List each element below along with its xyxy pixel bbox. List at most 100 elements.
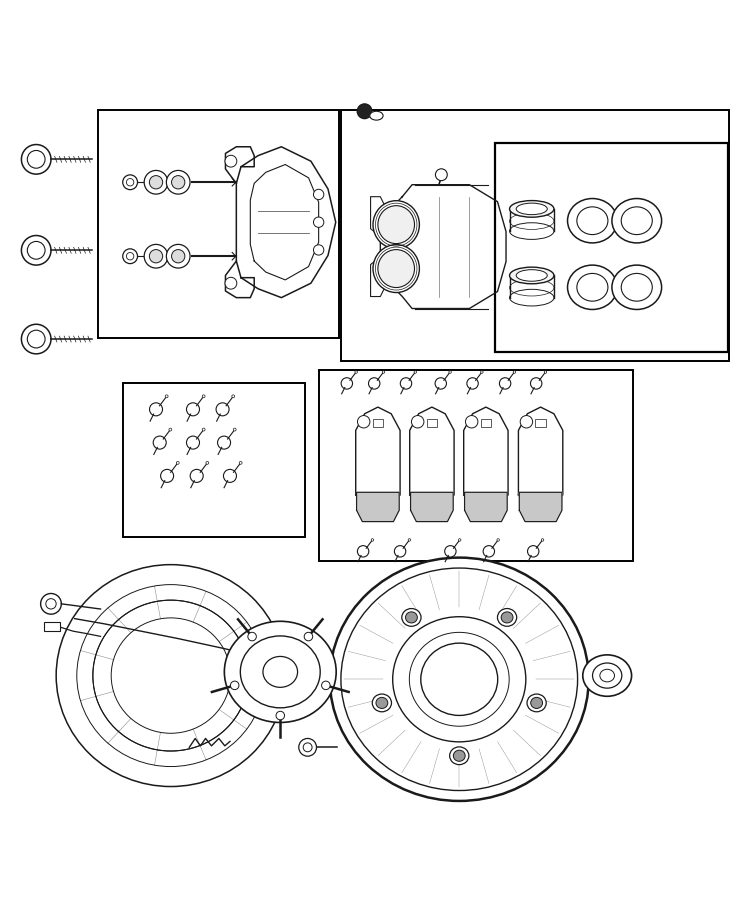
Circle shape [153,436,166,449]
Ellipse shape [593,663,622,688]
Polygon shape [356,492,399,522]
Circle shape [27,330,45,348]
Circle shape [544,371,547,373]
Circle shape [172,249,185,263]
Circle shape [531,378,542,389]
Polygon shape [411,492,453,522]
Ellipse shape [240,636,320,707]
Circle shape [187,403,199,416]
Ellipse shape [56,564,285,787]
Circle shape [313,189,324,200]
Circle shape [144,245,168,268]
Ellipse shape [373,245,419,292]
Circle shape [161,470,173,482]
Ellipse shape [612,266,662,310]
Bar [481,419,491,428]
Circle shape [144,170,168,194]
Ellipse shape [568,199,617,243]
Ellipse shape [263,656,298,688]
Circle shape [400,378,412,389]
Circle shape [169,428,172,431]
Circle shape [41,593,62,614]
Circle shape [414,371,416,373]
Polygon shape [464,407,508,506]
Bar [495,143,728,353]
Ellipse shape [402,608,421,626]
Circle shape [46,598,56,609]
Ellipse shape [378,206,414,244]
Circle shape [368,378,380,389]
Circle shape [382,371,385,373]
Circle shape [202,428,205,431]
Bar [341,110,729,361]
Circle shape [21,145,51,174]
Ellipse shape [531,698,542,708]
Circle shape [394,545,406,557]
Circle shape [230,681,239,689]
Ellipse shape [600,670,614,682]
Bar [535,419,546,428]
Circle shape [150,249,163,263]
Circle shape [233,428,236,431]
Ellipse shape [527,694,546,712]
Circle shape [218,436,230,449]
Ellipse shape [510,223,554,239]
Circle shape [27,150,45,168]
Circle shape [499,378,511,389]
Ellipse shape [621,207,652,235]
Circle shape [176,462,179,464]
Bar [319,370,633,561]
Circle shape [276,711,285,720]
Circle shape [514,371,516,373]
Ellipse shape [497,608,516,626]
Ellipse shape [501,612,513,623]
Circle shape [520,416,533,428]
Ellipse shape [510,289,554,306]
Circle shape [541,539,544,541]
Circle shape [224,470,236,482]
Circle shape [435,378,447,389]
Bar [373,419,383,428]
Circle shape [225,156,237,167]
Circle shape [411,416,424,428]
Polygon shape [519,407,563,506]
Ellipse shape [510,267,554,284]
Bar [427,419,437,428]
Circle shape [225,277,237,289]
Circle shape [247,633,256,641]
Circle shape [459,539,461,541]
Circle shape [449,371,451,373]
Ellipse shape [378,249,414,287]
Polygon shape [410,407,454,506]
Circle shape [190,470,203,482]
Polygon shape [519,492,562,522]
Circle shape [172,176,185,189]
Circle shape [436,169,448,181]
Circle shape [483,545,494,557]
Circle shape [357,104,372,119]
Circle shape [239,462,242,464]
Ellipse shape [612,199,662,243]
Ellipse shape [405,612,417,623]
Ellipse shape [568,266,617,310]
Circle shape [167,245,190,268]
Polygon shape [465,492,507,522]
Ellipse shape [453,751,465,761]
Circle shape [150,176,163,189]
Circle shape [206,462,209,464]
Circle shape [371,539,373,541]
Ellipse shape [393,616,526,742]
Ellipse shape [225,621,336,723]
Ellipse shape [582,655,631,697]
Circle shape [481,371,483,373]
Circle shape [123,248,138,264]
Circle shape [355,371,357,373]
Ellipse shape [576,274,608,302]
Circle shape [232,395,235,398]
Circle shape [187,436,199,449]
Circle shape [127,253,134,260]
Polygon shape [356,407,400,506]
Circle shape [21,236,51,266]
Ellipse shape [516,270,548,281]
Circle shape [313,217,324,228]
